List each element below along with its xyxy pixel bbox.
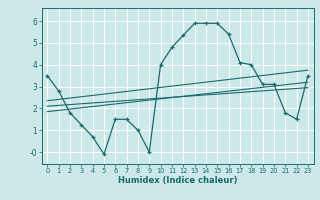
X-axis label: Humidex (Indice chaleur): Humidex (Indice chaleur)	[118, 176, 237, 185]
